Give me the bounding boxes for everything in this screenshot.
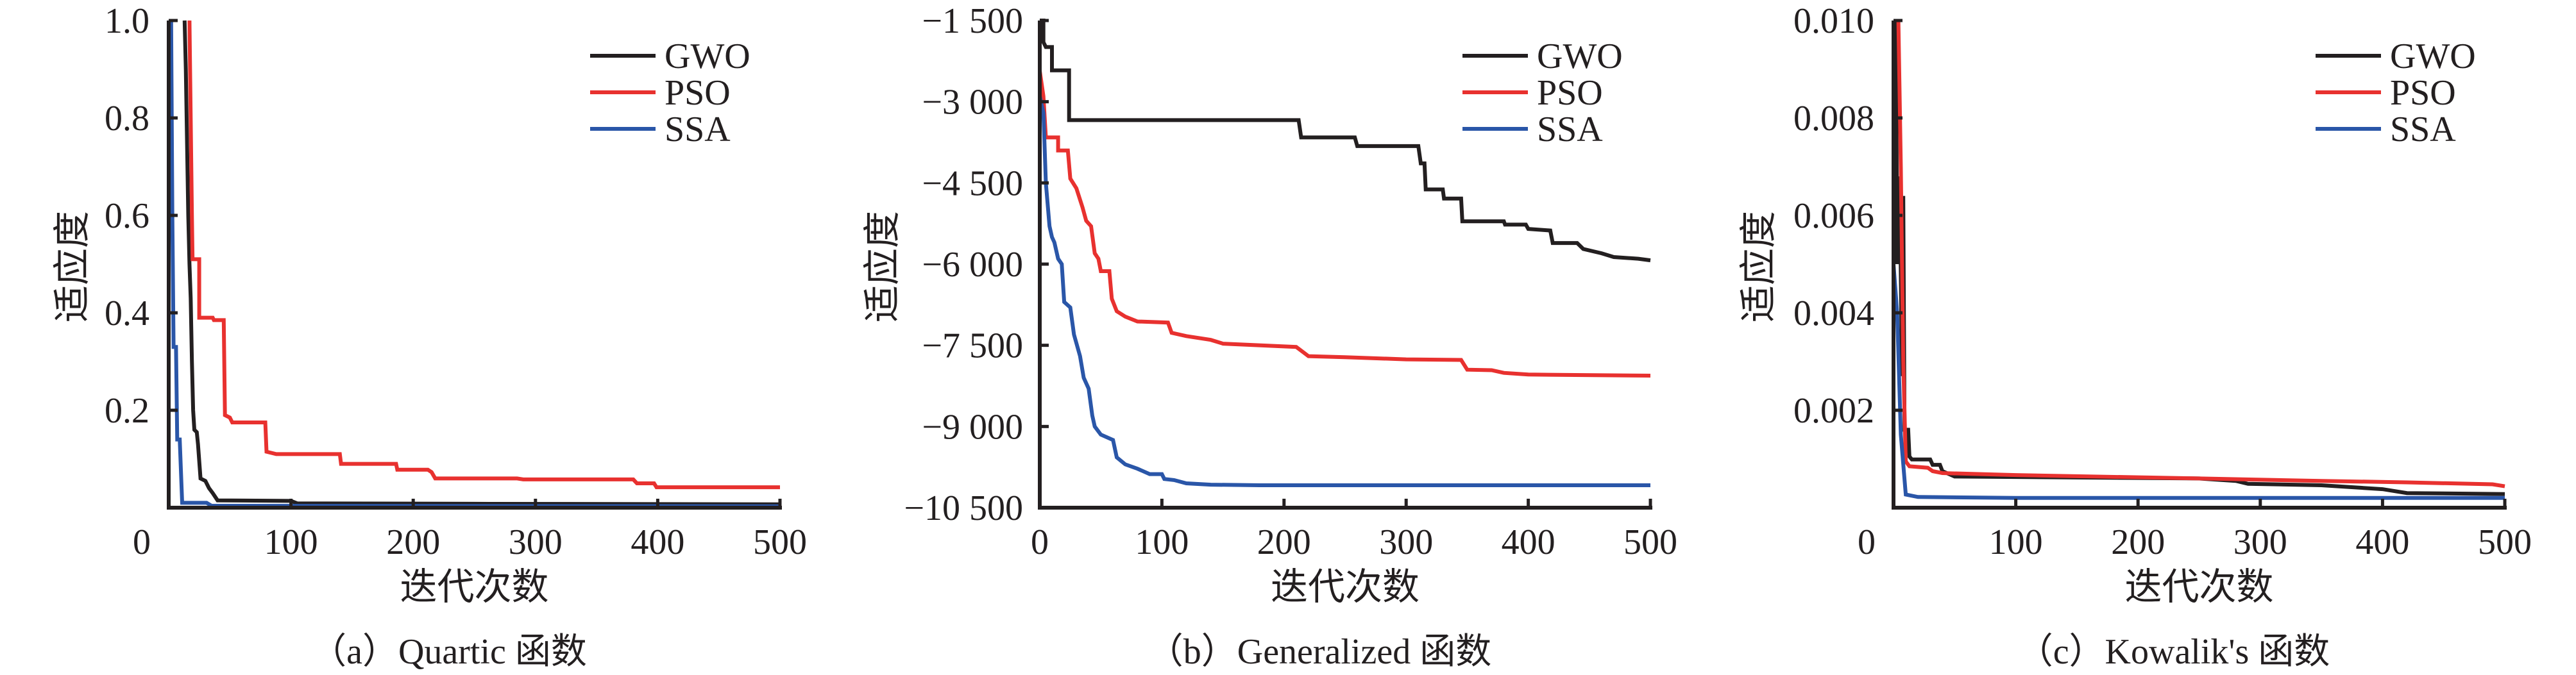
x-tick-label: 100 (1989, 522, 2043, 562)
legend-label-gwo: GWO (665, 37, 750, 76)
y-tick-label: −7 500 (922, 326, 1023, 366)
series-line-pso (1896, 20, 2505, 488)
chart-caption: （b）Generalized 函数 (1148, 632, 1491, 672)
legend-label-ssa: SSA (665, 110, 731, 149)
series-line-gwo (1040, 19, 1651, 263)
y-tick-label: 0.6 (105, 196, 149, 236)
chart-caption: （c）Kowalik's 函数 (2017, 632, 2330, 672)
x-tick-label: 400 (2355, 522, 2409, 562)
legend-label-pso: PSO (665, 73, 731, 113)
x-tick-label: 400 (631, 522, 684, 562)
x-tick-label: 100 (1135, 522, 1189, 562)
y-tick-label: 0.4 (105, 294, 149, 333)
chart-panel-1: 0 100 200 300 400 500 0.2 0.4 0.6 0.8 1.0 迭代次数 适应度 （a… (51, 1, 807, 672)
x-tick-label: 0 (1858, 522, 1876, 562)
x-tick-label: 500 (2478, 522, 2532, 562)
x-tick-label: 200 (386, 522, 440, 562)
series-line-ssa (1892, 263, 2505, 500)
chart-panel-2: 0 100 200 300 400 500 −10 500 −9 000 −7 500 −6 00… (861, 1, 1677, 672)
y-tick-label: 0.2 (105, 391, 149, 431)
x-axis-label: 迭代次数 (400, 566, 548, 608)
y-tick-label: 1.0 (105, 1, 149, 41)
x-tick-label: 300 (509, 522, 563, 562)
y-tick-label: −3 000 (922, 83, 1023, 122)
x-tick-label: 0 (133, 522, 151, 562)
series-line-ssa (1038, 96, 1650, 487)
y-axis-label: 适应度 (51, 211, 93, 322)
y-tick-label: 0.008 (1793, 99, 1874, 138)
y-tick-label: −10 500 (904, 488, 1023, 528)
legend-label-gwo: GWO (1537, 37, 1623, 76)
legend-label-pso: PSO (1537, 73, 1603, 113)
x-tick-label: 0 (1031, 522, 1049, 562)
legend-label-gwo: GWO (2390, 37, 2476, 76)
x-tick-label: 200 (1257, 522, 1311, 562)
x-tick-label: 300 (2233, 522, 2287, 562)
series-line-ssa (169, 20, 781, 508)
x-tick-label: 200 (2111, 522, 2165, 562)
y-tick-label: 0.006 (1793, 196, 1874, 236)
legend-label-ssa: SSA (2390, 110, 2456, 149)
y-tick-label: 0.004 (1793, 294, 1874, 333)
chart-panel-3: 0 100 200 300 400 500 0.002 0.004 0.006 0.008 0.01… (1738, 1, 2532, 672)
legend-label-ssa: SSA (1537, 110, 1603, 149)
y-tick-label: −4 500 (922, 163, 1023, 203)
x-tick-label: 100 (264, 522, 318, 562)
x-tick-label: 400 (1502, 522, 1555, 562)
y-tick-label: −6 000 (922, 245, 1023, 285)
y-axis-label: 适应度 (1738, 211, 1779, 322)
series-line-pso (187, 20, 780, 490)
y-axis-label: 适应度 (861, 211, 903, 322)
y-tick-label: −9 000 (922, 407, 1023, 447)
y-tick-label: 0.8 (105, 99, 149, 138)
x-axis-label: 迭代次数 (1271, 566, 1419, 608)
y-tick-label: 0.002 (1793, 391, 1874, 431)
x-tick-label: 500 (1623, 522, 1677, 562)
x-axis-label: 迭代次数 (2124, 566, 2273, 608)
y-tick-label: −1 500 (922, 1, 1023, 41)
legend-label-pso: PSO (2390, 73, 2456, 113)
chart-caption: （a）Quartic 函数 (310, 632, 587, 672)
x-tick-label: 300 (1379, 522, 1433, 562)
y-tick-label: 0.010 (1793, 1, 1874, 41)
x-tick-label: 500 (753, 522, 807, 562)
series-line-pso (1038, 71, 1651, 378)
